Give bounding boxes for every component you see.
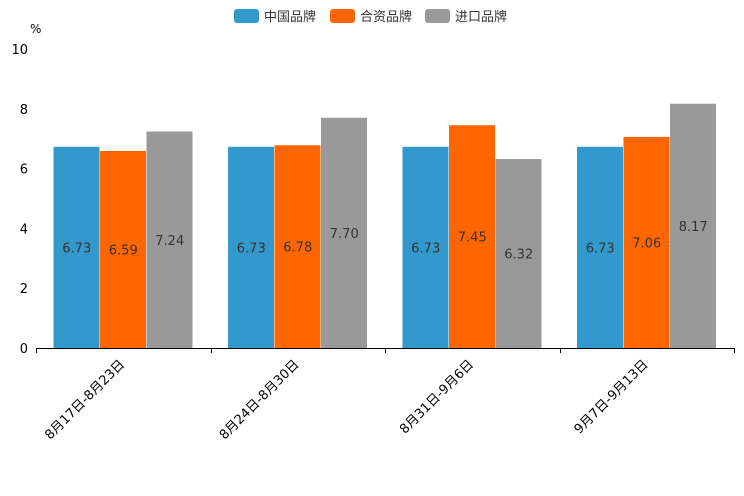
y-tick-label: 4: [20, 222, 28, 237]
y-tick-label: 0: [20, 342, 28, 357]
x-axis: 8月17日-8月23日 8月24日-8月30日 8月31日-9月6日 9月7日-9月1…: [36, 348, 735, 443]
bar: [670, 103, 716, 348]
y-tick-label: 6: [20, 163, 28, 178]
y-axis: 0 2 4 6 8 10: [11, 43, 28, 357]
bar: [53, 146, 100, 348]
legend-swatch: [330, 9, 355, 23]
bar: [100, 150, 146, 348]
bar-value-label: 6.32: [504, 248, 533, 263]
y-tick-label: 2: [20, 282, 28, 297]
bar-value-label: 6.78: [283, 241, 312, 256]
bar: [228, 146, 274, 348]
x-category-label: 8月24日-8月30日: [217, 357, 303, 443]
bar-value-label: 6.73: [62, 241, 91, 256]
bar: [623, 136, 670, 348]
legend-label: 合资品牌: [360, 9, 412, 25]
bar: [402, 146, 449, 348]
x-category-label: 8月17日-8月23日: [42, 357, 128, 443]
bar-value-label: 7.45: [458, 231, 487, 246]
legend-label: 进口品牌: [455, 9, 507, 25]
legend-label: 中国品牌: [264, 9, 316, 25]
legend: 中国品牌 合资品牌 进口品牌: [234, 9, 507, 25]
y-axis-unit-label: %: [30, 22, 41, 36]
bars: 6.73 6.59 7.24 6.73 6.78 7.70 6.73 7.45 6.32 6.73…: [53, 103, 716, 349]
bar: [449, 125, 495, 349]
y-tick-label: 8: [20, 103, 28, 118]
bar-value-label: 6.73: [586, 241, 615, 256]
bar: [146, 131, 193, 348]
bar: [495, 159, 542, 348]
bar-value-label: 8.17: [679, 220, 708, 235]
x-category-label: 8月31日-9月6日: [397, 357, 477, 437]
bar-value-label: 7.24: [155, 234, 184, 249]
y-tick-label: 10: [11, 43, 28, 58]
bar-value-label: 6.59: [109, 243, 138, 258]
bar-value-label: 6.73: [237, 241, 266, 256]
bar-value-label: 7.70: [330, 227, 359, 242]
legend-swatch: [234, 9, 259, 23]
bar-value-label: 6.73: [411, 241, 440, 256]
x-category-label: 9月7日-9月13日: [572, 357, 652, 437]
bar-value-label: 7.06: [632, 236, 661, 251]
bar: [321, 117, 367, 349]
legend-swatch: [425, 9, 450, 23]
bar: [274, 145, 321, 348]
bar: [577, 146, 623, 348]
